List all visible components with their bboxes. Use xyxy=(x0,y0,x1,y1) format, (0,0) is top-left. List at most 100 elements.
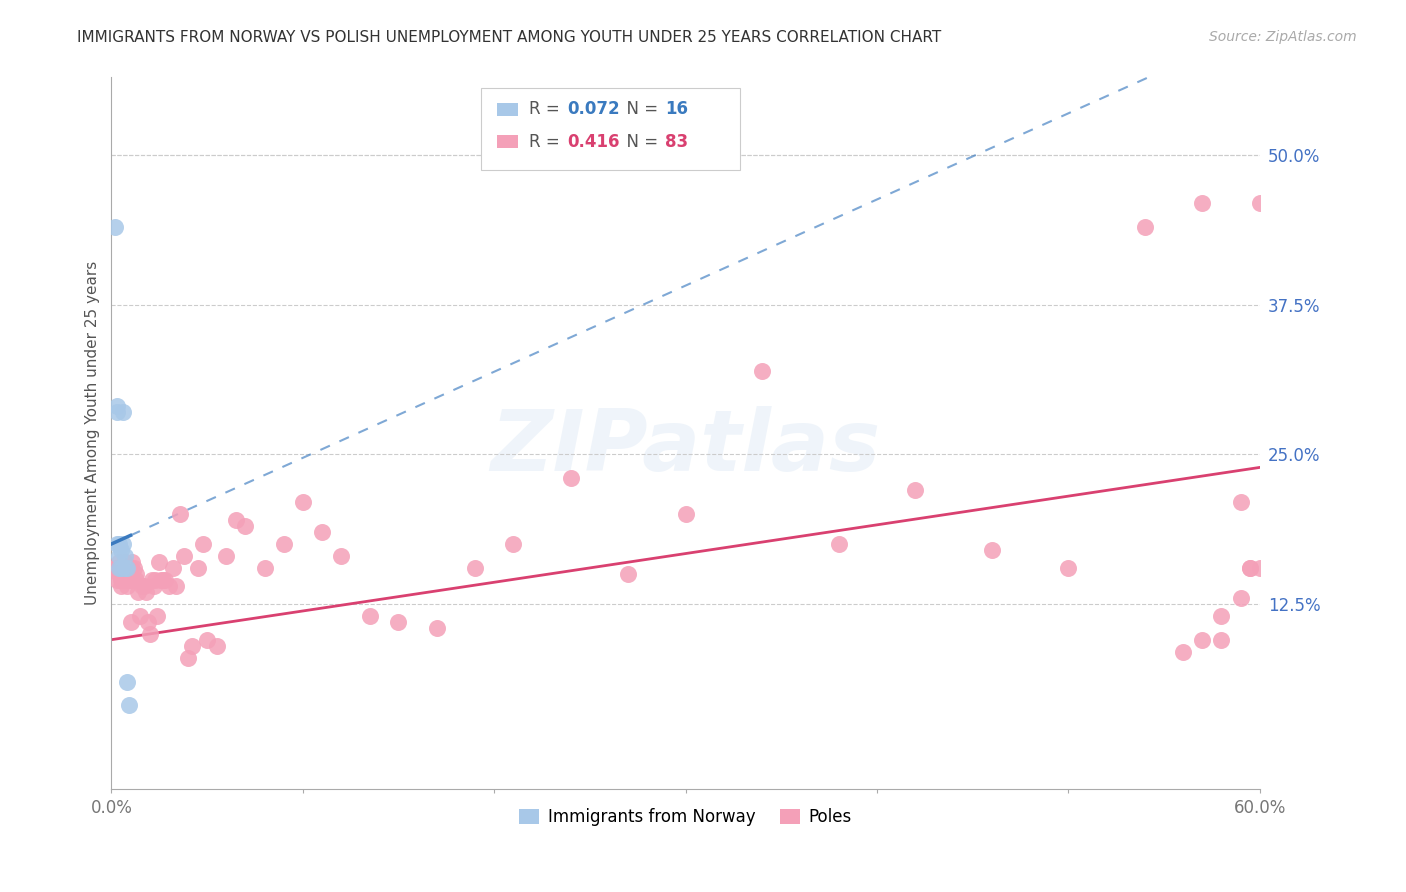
Bar xyxy=(498,103,517,116)
Point xyxy=(111,537,134,551)
Point xyxy=(115,561,138,575)
Point xyxy=(121,555,143,569)
Point xyxy=(110,543,132,558)
Text: R =: R = xyxy=(530,133,565,151)
Point xyxy=(117,573,139,587)
Point xyxy=(387,615,409,629)
Point xyxy=(146,608,169,623)
Point xyxy=(114,549,136,563)
Text: N =: N = xyxy=(616,133,662,151)
Point xyxy=(108,561,131,575)
Point xyxy=(110,561,132,575)
Point xyxy=(1133,219,1156,234)
Point xyxy=(330,549,353,563)
Point xyxy=(110,573,132,587)
Point xyxy=(110,579,132,593)
Point xyxy=(1249,196,1271,211)
Point xyxy=(104,561,127,575)
FancyBboxPatch shape xyxy=(481,88,740,170)
Point xyxy=(114,561,136,575)
Point xyxy=(115,573,138,587)
Point xyxy=(111,405,134,419)
Point xyxy=(117,698,139,713)
Point xyxy=(114,566,136,581)
Point xyxy=(125,566,148,581)
Point xyxy=(132,579,155,593)
Point xyxy=(1249,561,1271,575)
Text: 83: 83 xyxy=(665,133,688,151)
Point xyxy=(136,615,159,629)
Point xyxy=(1191,632,1213,647)
Point xyxy=(138,626,160,640)
Point xyxy=(1229,591,1251,605)
Point xyxy=(162,561,184,575)
Point xyxy=(115,579,138,593)
Point xyxy=(108,549,131,563)
Point xyxy=(105,561,128,575)
Point xyxy=(108,566,131,581)
Point xyxy=(129,608,152,623)
Point xyxy=(359,608,381,623)
Point xyxy=(121,573,143,587)
Point xyxy=(311,524,333,539)
Point xyxy=(108,537,131,551)
Point xyxy=(1191,196,1213,211)
Point xyxy=(502,537,524,551)
Point xyxy=(828,537,851,551)
Legend: Immigrants from Norway, Poles: Immigrants from Norway, Poles xyxy=(510,799,860,834)
Point xyxy=(291,495,314,509)
Point xyxy=(105,573,128,587)
Point xyxy=(180,639,202,653)
Point xyxy=(1173,645,1195,659)
Text: IMMIGRANTS FROM NORWAY VS POLISH UNEMPLOYMENT AMONG YOUTH UNDER 25 YEARS CORRELA: IMMIGRANTS FROM NORWAY VS POLISH UNEMPLO… xyxy=(77,30,942,45)
Point xyxy=(464,561,486,575)
Point xyxy=(186,561,208,575)
Text: R =: R = xyxy=(530,101,565,119)
Point xyxy=(153,573,176,587)
Point xyxy=(235,519,257,533)
Point xyxy=(111,573,134,587)
Point xyxy=(142,579,165,593)
Point xyxy=(1239,561,1261,575)
Point xyxy=(105,537,128,551)
Point xyxy=(169,507,191,521)
Point xyxy=(120,615,142,629)
Point xyxy=(152,573,174,587)
Point xyxy=(145,573,167,587)
Text: 0.416: 0.416 xyxy=(567,133,620,151)
Point xyxy=(980,543,1002,558)
Text: ZIPatlas: ZIPatlas xyxy=(491,406,880,489)
Point xyxy=(108,555,131,569)
Text: 16: 16 xyxy=(665,101,688,119)
Point xyxy=(195,632,218,647)
Point xyxy=(110,561,132,575)
Point xyxy=(273,537,295,551)
Text: 0.072: 0.072 xyxy=(567,101,620,119)
Point xyxy=(150,573,173,587)
Point xyxy=(193,537,215,551)
Point xyxy=(127,584,149,599)
Text: N =: N = xyxy=(616,101,662,119)
Point xyxy=(141,573,163,587)
Point xyxy=(115,561,138,575)
Point xyxy=(105,405,128,419)
Point xyxy=(157,579,180,593)
Point xyxy=(135,584,157,599)
Point xyxy=(124,561,146,575)
Point xyxy=(104,219,127,234)
Point xyxy=(1057,561,1080,575)
Point xyxy=(1239,561,1261,575)
Text: Source: ZipAtlas.com: Source: ZipAtlas.com xyxy=(1209,30,1357,45)
Point xyxy=(675,507,697,521)
Point xyxy=(105,400,128,414)
Point xyxy=(225,513,247,527)
Point xyxy=(148,555,170,569)
Point xyxy=(751,363,773,377)
Point xyxy=(215,549,238,563)
Bar xyxy=(498,135,517,148)
Point xyxy=(166,579,188,593)
Point xyxy=(617,566,640,581)
Point xyxy=(120,561,142,575)
Point xyxy=(131,579,153,593)
Point xyxy=(1211,632,1233,647)
